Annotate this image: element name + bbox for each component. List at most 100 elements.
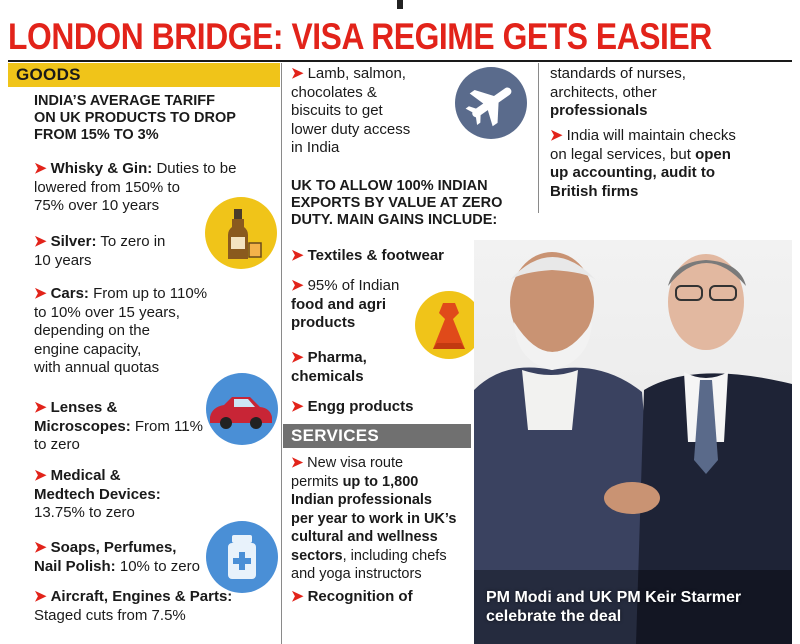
item-text: lower duty access bbox=[291, 120, 411, 138]
item-label: per year to work in UK’s bbox=[291, 510, 457, 527]
item-label: Recognition of bbox=[307, 587, 413, 605]
pharma-item: ➤ Pharma, chemicals bbox=[291, 349, 367, 386]
item-text: From 11% bbox=[134, 417, 203, 435]
arrow-icon: ➤ bbox=[291, 349, 304, 366]
item-text: on legal services, but bbox=[550, 145, 691, 163]
modi-figure bbox=[474, 252, 662, 644]
services-heading: SERVICES bbox=[283, 424, 471, 448]
item-text: to 10% over 15 years, bbox=[34, 303, 180, 321]
goods-item-aircraft: ➤ Aircraft, Engines & Parts: Staged cuts … bbox=[34, 588, 232, 625]
column-divider-2 bbox=[538, 63, 539, 213]
item-text: permits bbox=[291, 473, 339, 490]
item-label: Silver: bbox=[50, 233, 97, 250]
top-tick-mark bbox=[397, 0, 403, 9]
item-text: engine capacity, bbox=[34, 340, 142, 358]
recognition-item: ➤ Recognition of bbox=[291, 588, 471, 607]
item-text: From up to 110% bbox=[93, 285, 208, 302]
item-label: Aircraft, Engines & Parts: bbox=[50, 588, 233, 605]
item-text: 10% to zero bbox=[119, 557, 200, 575]
item-label: Soaps, Perfumes, bbox=[50, 539, 177, 556]
arrow-icon: ➤ bbox=[291, 398, 304, 415]
goods-item-cars: ➤ Cars: From up to 110% to 10% over 15 ye… bbox=[34, 285, 207, 378]
item-text: Duties to be bbox=[156, 160, 237, 177]
arrow-icon: ➤ bbox=[291, 455, 304, 471]
goods-item-lenses: ➤ Lenses & Microscopes: From 11% to zero bbox=[34, 399, 203, 455]
photo-caption: PM Modi and UK PM Keir Starmer celebrate… bbox=[486, 588, 786, 626]
arrow-icon: ➤ bbox=[34, 399, 47, 416]
item-text: , including chefs bbox=[342, 547, 447, 564]
leaders-photo bbox=[474, 240, 792, 644]
item-label: open bbox=[695, 145, 731, 163]
item-label: Textiles & footwear bbox=[307, 247, 444, 264]
item-text: standards of nurses, bbox=[550, 65, 686, 82]
column-divider-1 bbox=[281, 63, 282, 644]
item-label: up to 1,800 bbox=[342, 473, 419, 490]
item-text: 10 years bbox=[34, 251, 92, 269]
item-text: with annual quotas bbox=[34, 359, 160, 376]
dress-icon bbox=[415, 291, 483, 359]
food-item: ➤ 95% of Indian food and agri products bbox=[291, 277, 399, 333]
goods-item-medical: ➤ Medical & Medtech Devices: 13.75% to ze… bbox=[34, 467, 161, 523]
arrow-icon: ➤ bbox=[34, 539, 47, 556]
middle-column: ➤ Lamb, salmon, chocolates & biscuits to … bbox=[283, 63, 537, 423]
item-text: Lamb, salmon, bbox=[307, 65, 406, 82]
textiles-item: ➤ Textiles & footwear bbox=[291, 247, 444, 266]
goods-item-silver: ➤ Silver: To zero in 10 years bbox=[34, 233, 165, 270]
arrow-icon: ➤ bbox=[550, 127, 563, 144]
arrow-icon: ➤ bbox=[291, 247, 304, 264]
checks-item: ➤ India will maintain checks on legal ser… bbox=[550, 127, 736, 201]
medicine-bottle-icon bbox=[206, 521, 278, 593]
item-text: New visa route bbox=[307, 455, 404, 471]
item-label: Microscopes: bbox=[34, 417, 131, 435]
item-text: 95% of Indian bbox=[307, 277, 400, 294]
arrow-icon: ➤ bbox=[34, 467, 47, 484]
item-label: products bbox=[291, 314, 356, 331]
goods-item-soaps: ➤ Soaps, Perfumes, Nail Polish: 10% to ze… bbox=[34, 539, 200, 576]
item-text: depending on the bbox=[34, 322, 150, 339]
goods-lead: INDIA’S AVERAGE TARIFF ON UK PRODUCTS TO… bbox=[34, 93, 236, 144]
arrow-icon: ➤ bbox=[34, 233, 47, 250]
goods-lead-line: INDIA’S AVERAGE TARIFF bbox=[34, 93, 215, 109]
handshake bbox=[604, 482, 660, 514]
item-text: 75% over 10 years bbox=[34, 197, 160, 214]
item-label: British firms bbox=[550, 182, 639, 200]
nurses-item: standards of nurses, architects, other p… bbox=[550, 65, 686, 121]
item-label: food and agri bbox=[291, 295, 386, 313]
item-label: Engg products bbox=[307, 398, 414, 415]
arrow-icon: ➤ bbox=[34, 160, 47, 177]
exports-lead: UK TO ALLOW 100% INDIAN EXPORTS BY VALUE… bbox=[291, 178, 502, 229]
item-label: chemicals bbox=[291, 367, 364, 385]
item-label: Indian professionals bbox=[291, 492, 432, 508]
item-text: biscuits to get bbox=[291, 102, 383, 119]
goods-heading: GOODS bbox=[8, 63, 280, 87]
item-text: architects, other bbox=[550, 83, 657, 101]
item-text: to zero bbox=[34, 436, 80, 453]
item-text: To zero in bbox=[100, 233, 166, 250]
airplane-icon bbox=[455, 67, 527, 139]
headline: LONDON BRIDGE: VISA REGIME GETS EASIER bbox=[8, 16, 712, 57]
item-label: Whisky & Gin: bbox=[50, 160, 153, 177]
item-label: Medtech Devices: bbox=[34, 485, 161, 503]
arrow-icon: ➤ bbox=[291, 277, 304, 294]
goods-lead-line: ON UK PRODUCTS TO DROP bbox=[34, 110, 236, 126]
arrow-icon: ➤ bbox=[34, 285, 47, 302]
item-text: in India bbox=[291, 139, 340, 156]
item-label: up accounting, audit to bbox=[550, 164, 715, 181]
exports-lead-line: EXPORTS BY VALUE AT ZERO bbox=[291, 195, 503, 211]
item-text: India will maintain checks bbox=[566, 127, 736, 144]
arrow-icon: ➤ bbox=[291, 65, 304, 82]
item-text: lowered from 150% to bbox=[34, 178, 180, 196]
exports-lead-line: DUTY. MAIN GAINS INCLUDE: bbox=[291, 212, 498, 228]
arrow-icon: ➤ bbox=[291, 587, 304, 605]
bottle-glass-icon bbox=[205, 197, 277, 269]
item-label: Nail Polish: bbox=[34, 557, 116, 575]
item-label: sectors bbox=[291, 547, 343, 564]
item-label: cultural and wellness bbox=[291, 529, 438, 545]
item-label: Cars: bbox=[50, 285, 89, 302]
goods-item-whisky: ➤ Whisky & Gin: Duties to be lowered from… bbox=[34, 160, 236, 216]
item-text: 13.75% to zero bbox=[34, 504, 135, 521]
car-icon bbox=[206, 373, 278, 445]
item-label: Pharma, bbox=[307, 349, 367, 366]
exports-lead-line: UK TO ALLOW 100% INDIAN bbox=[291, 178, 488, 194]
headline-rule bbox=[8, 60, 792, 62]
